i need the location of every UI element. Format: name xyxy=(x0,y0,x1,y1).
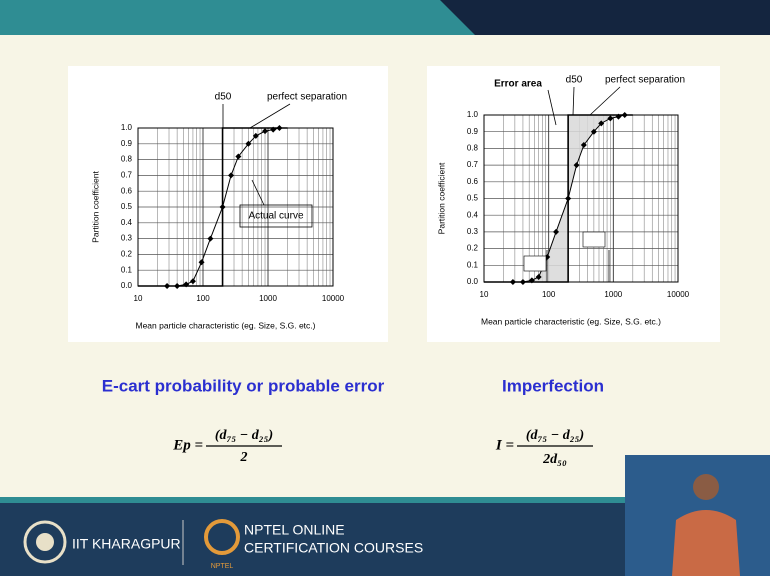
y-tick-label: 0.9 xyxy=(121,139,133,148)
formula-denominator: 2 xyxy=(240,450,248,465)
y-tick-label: 1.0 xyxy=(121,123,133,132)
y-tick-label: 0.4 xyxy=(121,218,133,227)
y-axis-label: Partition coefficient xyxy=(436,162,446,234)
annotation: d50 xyxy=(566,75,583,86)
y-tick-label: 1.0 xyxy=(467,110,479,119)
institute-name: IIT KHARAGPUR xyxy=(72,536,181,552)
iit-logo-inner xyxy=(36,533,54,551)
nptel-line: NPTEL ONLINE xyxy=(244,522,345,538)
x-tick-label: 10000 xyxy=(667,290,690,299)
x-tick-label: 100 xyxy=(196,294,210,303)
y-tick-label: 0.7 xyxy=(467,160,479,169)
annotation: perfect separation xyxy=(605,75,685,86)
y-tick-label: 0.6 xyxy=(467,177,479,186)
annotation: d50 xyxy=(215,92,232,103)
annotation-box xyxy=(583,232,605,247)
x-axis-label: Mean particle characteristic (eg. Size, … xyxy=(481,316,661,326)
x-tick-label: 10 xyxy=(134,294,143,303)
y-tick-label: 0.7 xyxy=(121,171,133,180)
y-tick-label: 0.5 xyxy=(467,194,479,203)
y-tick-label: 0.3 xyxy=(121,234,133,243)
annotation-box xyxy=(524,256,546,271)
presenter-body xyxy=(672,510,740,576)
nptel-logo-text: NPTEL xyxy=(211,563,234,570)
heading: Imperfection xyxy=(502,376,604,395)
x-tick-label: 1000 xyxy=(259,294,277,303)
annotation: Error area xyxy=(494,79,542,90)
x-tick-label: 10 xyxy=(480,290,489,299)
y-tick-label: 0.5 xyxy=(121,202,133,211)
top-dark-band xyxy=(440,0,770,35)
y-axis-label: Partition coefficient xyxy=(90,171,100,243)
formula-lhs: I = xyxy=(495,437,514,453)
y-tick-label: 0.0 xyxy=(467,277,479,286)
x-tick-label: 100 xyxy=(542,290,556,299)
formula-lhs: Ep = xyxy=(172,437,203,453)
slide: E-cart probability or probable error Imp… xyxy=(0,0,770,576)
annotation: Actual curve xyxy=(248,211,303,222)
x-axis-label: Mean particle characteristic (eg. Size, … xyxy=(136,320,316,330)
x-tick-label: 10000 xyxy=(322,294,345,303)
y-tick-label: 0.1 xyxy=(467,260,479,269)
y-tick-label: 0.8 xyxy=(121,155,133,164)
x-tick-label: 1000 xyxy=(604,290,622,299)
y-tick-label: 0.2 xyxy=(467,244,479,253)
annotation: perfect separation xyxy=(267,92,347,103)
heading: E-cart probability or probable error xyxy=(102,376,385,395)
presenter-head xyxy=(693,474,719,500)
y-tick-label: 0.3 xyxy=(467,227,479,236)
y-tick-label: 0.2 xyxy=(121,250,133,259)
y-tick-label: 0.4 xyxy=(467,210,479,219)
y-tick-label: 0.0 xyxy=(121,281,133,290)
y-tick-label: 0.8 xyxy=(467,144,479,153)
y-tick-label: 0.6 xyxy=(121,186,133,195)
formula-numerator: (d₇₅ − d₂₅) xyxy=(215,428,273,443)
nptel-line: CERTIFICATION COURSES xyxy=(244,540,423,556)
formula-denominator: 2d₅₀ xyxy=(542,452,567,467)
y-tick-label: 0.9 xyxy=(467,127,479,136)
formula-numerator: (d₇₅ − d₂₅) xyxy=(526,428,584,443)
y-tick-label: 0.1 xyxy=(121,265,133,274)
